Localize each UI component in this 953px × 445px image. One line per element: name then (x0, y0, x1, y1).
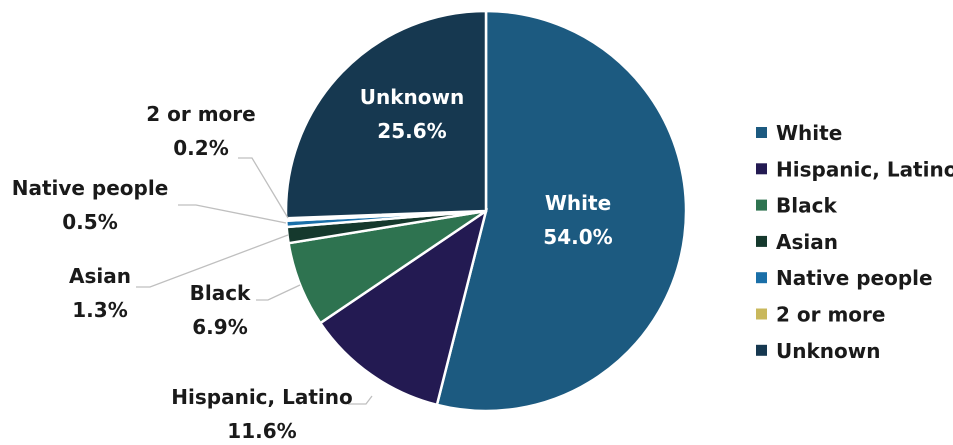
data-label-value-2-or-more: 0.2% (173, 136, 228, 160)
legend-label-2-or-more: 2 or more (776, 303, 885, 327)
data-label-name-black: Black (190, 281, 251, 305)
data-label-value-unknown: 25.6% (377, 119, 446, 143)
data-label-name-unknown: Unknown (360, 85, 464, 109)
legend-swatch-black (756, 199, 767, 211)
data-label-name-asian: Asian (69, 264, 131, 288)
legend-swatch-white (756, 127, 767, 138)
leader-line-hispanic-latino (348, 395, 373, 405)
leader-line-asian (136, 234, 289, 288)
legend-swatch-asian (756, 235, 767, 247)
legend-label-asian: Asian (776, 230, 838, 254)
data-label-name-native-people: Native people (12, 176, 169, 200)
legend-label-unknown: Unknown (776, 339, 880, 363)
legend-swatch-unknown (756, 344, 767, 356)
legend-label-white: White (776, 121, 842, 145)
pie-slice-unknown (284, 9, 488, 220)
leader-line-black (256, 284, 301, 301)
data-label-value-black: 6.9% (192, 315, 247, 339)
leader-line-native-people (178, 204, 287, 224)
data-label-value-white: 54.0% (543, 225, 612, 249)
data-label-value-hispanic-latino: 11.6% (227, 419, 296, 443)
data-label-name-2-or-more: 2 or more (146, 102, 255, 126)
legend-label-black: Black (776, 194, 837, 218)
legend-swatch-2-or-more (756, 308, 767, 320)
legend-label-native-people: Native people (776, 266, 933, 290)
legend-swatch-hispanic-latino (756, 163, 767, 175)
pie-slices (284, 9, 688, 413)
legend-label-hispanic-latino: Hispanic, Latino (776, 157, 953, 181)
data-labels: White 54.0% Hispanic, Latino 11.6% Black 6.9%… (12, 85, 613, 443)
data-label-name-white: White (545, 191, 611, 215)
data-label-name-hispanic-latino: Hispanic, Latino (171, 385, 352, 409)
data-label-value-native-people: 0.5% (62, 210, 117, 234)
data-label-value-asian: 1.3% (72, 298, 127, 322)
pie-slice-white (435, 9, 688, 413)
leader-line-2-or-more (238, 157, 289, 219)
leader-lines (136, 157, 373, 405)
legend: White Hispanic, Latino Black Asian Native pe… (756, 121, 953, 363)
legend-swatch-native-people (756, 272, 767, 284)
pie-slice-hispanic-latino (318, 208, 489, 407)
